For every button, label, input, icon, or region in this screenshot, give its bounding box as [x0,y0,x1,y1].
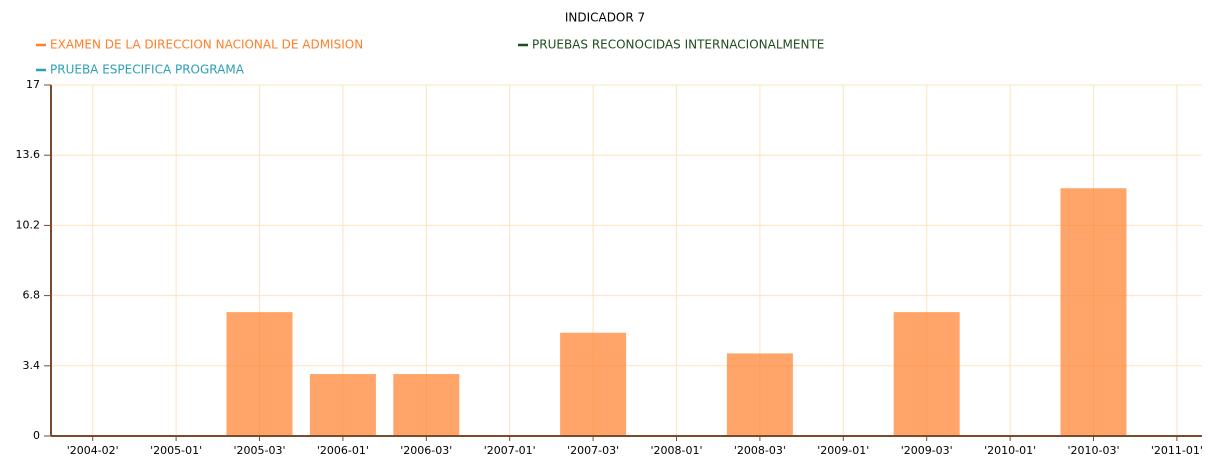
y-tick-label: 3.4 [23,359,41,372]
bar [1060,188,1127,436]
bar [893,312,960,436]
x-tick-label: '2009-01' [817,444,869,457]
x-tick-label: '2005-03' [233,444,285,457]
x-tick-label: '2010-03' [1067,444,1119,457]
bar [393,374,460,436]
legend-label: PRUEBAS RECONOCIDAS INTERNACIONALMENTE [532,38,824,52]
x-tick-label: '2008-01' [650,444,702,457]
legend-label: PRUEBA ESPECIFICA PROGRAMA [50,63,245,77]
bar [226,312,293,436]
x-tick-label: '2008-03' [734,444,786,457]
y-tick-label: 17 [26,78,40,91]
legend-label: EXAMEN DE LA DIRECCION NACIONAL DE ADMIS… [50,38,363,52]
y-tick-label: 10.2 [16,218,41,231]
x-tick-label: '2010-01' [984,444,1036,457]
x-tick-label: '2006-03' [400,444,452,457]
x-tick-label: '2007-01' [484,444,536,457]
x-tick-label: '2006-01' [317,444,369,457]
x-tick-label: '2005-01' [150,444,202,457]
x-tick-label: '2011-01' [1151,444,1203,457]
bar [726,353,793,436]
x-tick-label: '2004-02' [67,444,119,457]
y-tick-label: 13.6 [16,148,41,161]
y-tick-label: 6.8 [23,289,41,302]
x-tick-label: '2009-03' [901,444,953,457]
bar [309,374,376,436]
y-tick-label: 0 [33,429,40,442]
x-tick-label: '2007-03' [567,444,619,457]
chart-title: INDICADOR 7 [565,11,645,25]
bar [560,332,627,436]
